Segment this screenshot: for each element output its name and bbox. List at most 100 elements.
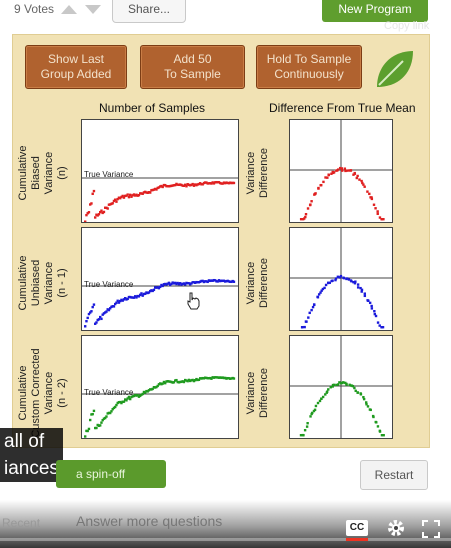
biased-difference-plot bbox=[289, 119, 393, 223]
sample-point bbox=[322, 181, 324, 183]
label-line: (n) bbox=[56, 166, 68, 179]
sample-point bbox=[92, 413, 94, 415]
copy-link[interactable]: Copy link bbox=[384, 20, 429, 32]
sample-point bbox=[306, 422, 308, 424]
biased-variance-plot: True Variance bbox=[81, 119, 239, 223]
label-line: Variance bbox=[43, 372, 55, 415]
sample-point bbox=[363, 186, 365, 188]
votes-label: 9 Votes bbox=[14, 2, 54, 16]
label-line: Cumulative bbox=[17, 145, 29, 200]
sample-point bbox=[367, 405, 369, 407]
true-variance-label: True Variance bbox=[84, 280, 133, 289]
closed-captions-icon[interactable]: CC bbox=[346, 520, 368, 536]
sample-point bbox=[309, 203, 311, 205]
sample-point bbox=[373, 204, 375, 206]
label-line: Biased bbox=[30, 156, 42, 190]
program-canvas: Show Last Group Added Add 50 To Sample Hol… bbox=[12, 34, 430, 448]
sample-point bbox=[331, 280, 333, 282]
unbiased-variance-plot: True Variance bbox=[81, 227, 239, 331]
sample-point bbox=[325, 284, 327, 286]
show-last-group-button[interactable]: Show Last Group Added bbox=[25, 45, 127, 89]
sample-point bbox=[364, 295, 366, 297]
sample-point bbox=[310, 309, 312, 311]
sample-point bbox=[364, 292, 366, 294]
label-line: Difference bbox=[258, 368, 270, 418]
sample-point bbox=[382, 218, 384, 220]
sample-point bbox=[377, 213, 379, 215]
sample-point bbox=[340, 275, 342, 277]
unbiased-difference-plot bbox=[289, 227, 393, 331]
right-column-title: Difference From True Mean bbox=[269, 101, 416, 115]
left-column-title: Number of Samples bbox=[99, 101, 205, 115]
button-line: Continuously bbox=[274, 67, 343, 81]
label-line: Difference bbox=[258, 258, 270, 308]
sample-point bbox=[377, 425, 379, 427]
sample-point bbox=[98, 213, 100, 215]
sample-point bbox=[302, 434, 304, 436]
fullscreen-icon[interactable] bbox=[422, 520, 440, 538]
sample-point bbox=[149, 191, 151, 193]
upvote-icon[interactable] bbox=[61, 5, 77, 14]
sample-point bbox=[341, 169, 343, 171]
sample-point bbox=[94, 216, 96, 218]
sample-point bbox=[356, 391, 358, 393]
sample-point bbox=[362, 183, 364, 185]
video-progress-bar[interactable] bbox=[0, 538, 451, 541]
hand-cursor-icon bbox=[186, 292, 200, 310]
sample-point bbox=[123, 400, 125, 402]
sample-point bbox=[110, 410, 112, 412]
sample-point bbox=[333, 171, 335, 173]
label-line: Variance bbox=[245, 152, 257, 195]
recent-tab[interactable]: Recent bbox=[2, 516, 40, 530]
sample-point bbox=[85, 320, 87, 322]
sample-point bbox=[99, 424, 101, 426]
sample-point bbox=[368, 193, 370, 195]
sample-point bbox=[307, 207, 309, 209]
sample-point bbox=[348, 278, 350, 280]
sample-point bbox=[357, 286, 359, 288]
sample-point bbox=[314, 409, 316, 411]
share-button[interactable]: Share... bbox=[112, 0, 186, 23]
label-line: Unbiased bbox=[30, 260, 42, 306]
sample-point bbox=[320, 184, 322, 186]
sample-point bbox=[100, 421, 102, 423]
answer-more-questions-link[interactable]: Answer more questions bbox=[76, 513, 222, 529]
sample-point bbox=[375, 421, 377, 423]
sample-point bbox=[95, 427, 97, 429]
sample-point bbox=[358, 178, 360, 180]
captions-active-indicator bbox=[346, 538, 368, 541]
button-line: To Sample bbox=[164, 67, 221, 81]
sample-point bbox=[356, 175, 358, 177]
sample-point bbox=[353, 387, 355, 389]
restart-button[interactable]: Restart bbox=[360, 460, 428, 490]
button-line: Hold To Sample bbox=[267, 52, 352, 66]
sample-point bbox=[326, 176, 328, 178]
sample-point bbox=[88, 428, 90, 430]
sample-point bbox=[127, 193, 129, 195]
sample-point bbox=[84, 220, 86, 222]
hold-to-sample-button[interactable]: Hold To Sample Continuously bbox=[256, 45, 362, 89]
sample-point bbox=[313, 304, 315, 306]
sample-point bbox=[233, 182, 235, 184]
sample-point bbox=[100, 209, 102, 211]
sample-point bbox=[84, 325, 86, 327]
row-label-biased: Cumulative Biased Variance (n) bbox=[13, 123, 73, 223]
sample-point bbox=[301, 326, 303, 328]
sample-point bbox=[382, 434, 384, 436]
downvote-icon[interactable] bbox=[85, 5, 101, 14]
sample-point bbox=[333, 384, 335, 386]
new-program-button[interactable]: New Program bbox=[322, 0, 428, 22]
sample-point bbox=[322, 396, 324, 398]
gear-icon[interactable] bbox=[386, 518, 406, 538]
make-spin-off-button[interactable]: a spin-off bbox=[56, 460, 166, 488]
add-50-button[interactable]: Add 50 To Sample bbox=[140, 45, 245, 89]
label-line: (n - 1) bbox=[56, 268, 68, 297]
button-line: Add 50 bbox=[173, 52, 211, 66]
sample-point bbox=[370, 305, 372, 307]
sample-point bbox=[382, 326, 384, 328]
sample-point bbox=[87, 430, 89, 432]
sample-point bbox=[327, 388, 329, 390]
sample-point bbox=[129, 398, 131, 400]
sample-point bbox=[115, 200, 117, 202]
sample-point bbox=[93, 190, 95, 192]
